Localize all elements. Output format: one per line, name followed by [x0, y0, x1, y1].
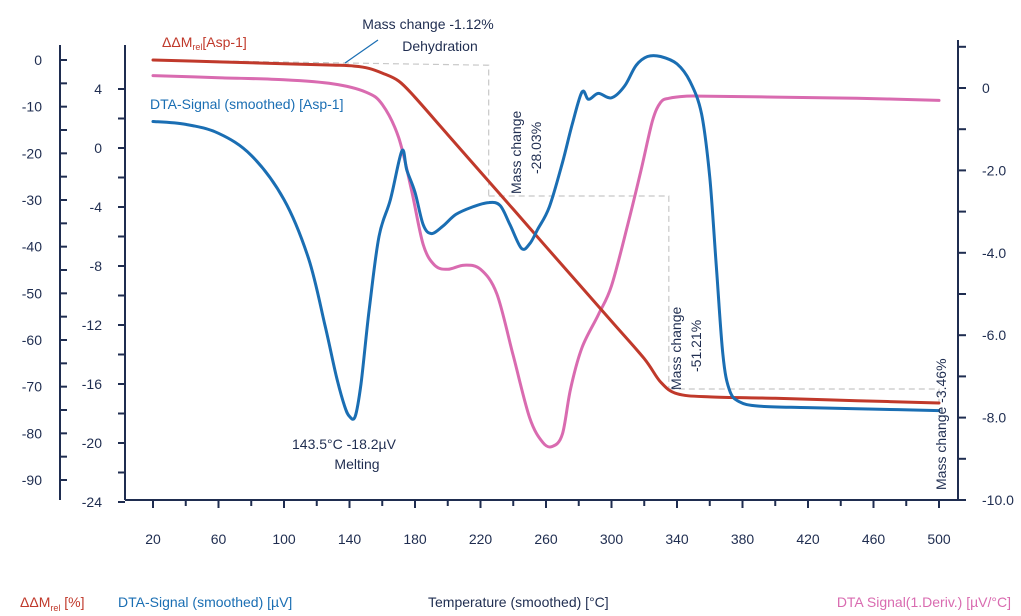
x-tick-label: 180 [403, 531, 427, 547]
mass-tick-label: -20 [22, 145, 42, 161]
mass-tick-label: 0 [34, 52, 42, 68]
annotation-dehydration-line2: Dehydration [402, 38, 478, 54]
step-guide-2 [488, 195, 670, 389]
deriv-tick-label: -4.0 [982, 245, 1006, 261]
x-tick-label: 140 [338, 531, 362, 547]
annotation-step2-line1: Mass change [508, 111, 524, 194]
mass-tick-label: -10 [22, 99, 42, 115]
dta-tick-label: 0 [94, 140, 102, 156]
x-tick-label: 500 [927, 531, 951, 547]
mass-tick-label: -80 [22, 425, 42, 441]
x-tick-label: 340 [665, 531, 689, 547]
x-tick-label: 60 [211, 531, 227, 547]
annotation-dehydration-line1: Mass change -1.12% [362, 16, 494, 32]
annotation-melting-line1: 143.5°C -18.2µV [292, 436, 397, 452]
curves [151, 54, 941, 449]
dta-tick-label: -8 [90, 258, 103, 274]
footer-mass-unit: ΔΔMrel [%] [20, 594, 85, 613]
annotation-step2-line2: -28.03% [528, 122, 544, 174]
dta-tick-label: -20 [82, 435, 102, 451]
mass-tick-label: -60 [22, 332, 42, 348]
x-tick-label: 380 [731, 531, 755, 547]
footer-dta-unit: DTA-Signal (smoothed) [µV] [118, 594, 293, 610]
annotation-melting-line2: Melting [334, 456, 379, 472]
annotation-step4: Mass change -3.46% [933, 358, 949, 490]
x-tick-label: 300 [600, 531, 624, 547]
footer-deriv-unit: DTA Signal(1.Deriv.) [µV/°C] [836, 594, 1011, 610]
deriv-tick-label: -10.0 [982, 492, 1014, 508]
dta-tick-label: -12 [82, 317, 102, 333]
legend-dta: DTA-Signal (smoothed) [Asp-1] [150, 96, 343, 112]
deriv-tick-label: -6.0 [982, 327, 1006, 343]
deriv-tick-label: -2.0 [982, 162, 1006, 178]
x-tick-label: 100 [272, 531, 296, 547]
mass-tick-label: -90 [22, 472, 42, 488]
dta-curve [151, 54, 941, 421]
deriv-curve [151, 74, 941, 449]
x-tick-label: 420 [796, 531, 820, 547]
step-guide-3 [668, 388, 940, 403]
annotations: ΔΔMrel[Asp-1] DTA-Signal (smoothed) [Asp… [150, 16, 949, 490]
x-tick-label: 20 [145, 531, 161, 547]
mass-curve [151, 58, 941, 405]
deriv-tick-label: -8.0 [982, 410, 1006, 426]
deriv-tick-label: 0 [982, 80, 990, 96]
mass-tick-label: -40 [22, 239, 42, 255]
axes: 0 -10 -20 -30 -40 -50 -60 -70 -80 -90 4 0 -4 -8 -12 -16… [22, 40, 1014, 547]
x-tick-label: 220 [469, 531, 493, 547]
step-guides [152, 39, 940, 403]
mass-tick-label: -30 [22, 192, 42, 208]
dta-tick-label: -16 [82, 376, 102, 392]
x-tick-label: 460 [862, 531, 886, 547]
x-tick-label: 260 [534, 531, 558, 547]
annotation-step3-line2: -51.21% [688, 320, 704, 372]
footer-temperature-unit: Temperature (smoothed) [°C] [428, 594, 609, 610]
dta-tick-label: 4 [94, 81, 102, 97]
mass-tick-label: -50 [22, 285, 42, 301]
mass-tick-label: -70 [22, 379, 42, 395]
legend-mass: ΔΔMrel[Asp-1] [162, 34, 247, 52]
dehydration-leader-line [344, 39, 379, 64]
dta-tick-label: -24 [82, 494, 102, 510]
dta-tick-label: -4 [90, 199, 103, 215]
annotation-step3-line1: Mass change [668, 307, 684, 390]
